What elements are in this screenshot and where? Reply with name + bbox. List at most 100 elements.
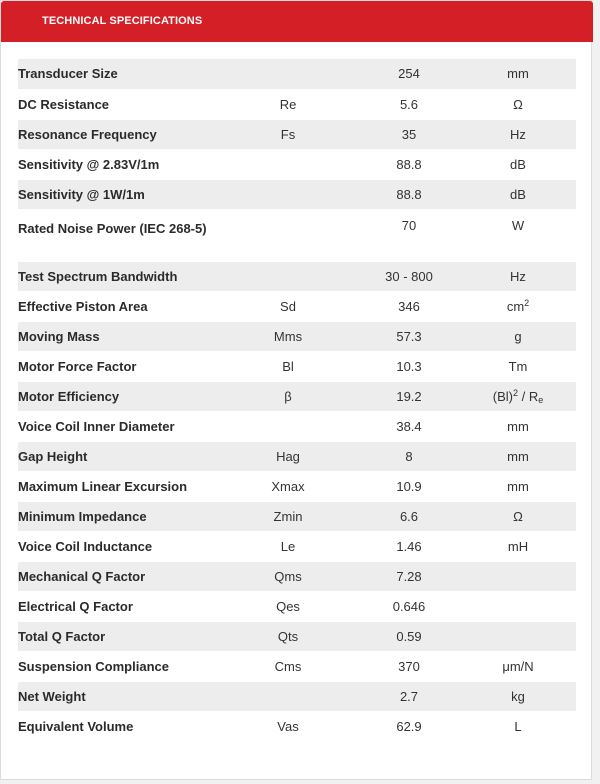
spec-value: 10.3 (358, 351, 460, 382)
spec-row: Effective Piston Area Sd 346 cm2 (18, 291, 576, 322)
spec-row: Minimum Impedance Zmin 6.6 Ω (18, 501, 576, 532)
specs-table-body: Transducer Size 254 mm DC Resistance Re 5.6 Ω R… (18, 59, 576, 742)
spec-row: Electrical Q Factor Qes 0.646 (18, 591, 576, 622)
spec-value: 1.46 (358, 531, 460, 562)
spec-name: Sensitivity @ 1W/1m (18, 179, 218, 210)
spec-name: Electrical Q Factor (18, 591, 218, 622)
spec-name: Sensitivity @ 2.83V/1m (18, 149, 218, 180)
spec-name: Maximum Linear Excursion (18, 471, 218, 502)
spec-value: 70 (358, 209, 460, 262)
spec-symbol: Bl (218, 351, 358, 382)
spec-unit: mm (460, 59, 576, 90)
spec-symbol (218, 149, 358, 180)
spec-value: 0.59 (358, 621, 460, 652)
spec-unit-text: g (514, 328, 522, 344)
spec-value: 30 - 800 (358, 261, 460, 292)
spec-unit-text: cm (506, 298, 525, 314)
spec-unit: cm2 (460, 291, 576, 322)
spec-unit: dB (460, 179, 576, 210)
spec-symbol (218, 179, 358, 210)
spec-row: Motor Force Factor Bl 10.3 Tm (18, 351, 576, 382)
spec-name: Moving Mass (18, 321, 218, 352)
spec-unit-text: mm (507, 66, 529, 82)
spec-symbol: Hag (218, 441, 358, 472)
spec-value: 370 (358, 651, 460, 682)
spec-unit-text: kg (511, 688, 525, 704)
specs-table: Transducer Size 254 mm DC Resistance Re 5.6 Ω R… (18, 59, 576, 742)
spec-unit: Ω (460, 501, 576, 532)
spec-row: Voice Coil Inductance Le 1.46 mH (18, 531, 576, 562)
spec-row: Sensitivity @ 1W/1m 88.8 dB (18, 179, 576, 210)
spec-row: Voice Coil Inner Diameter 38.4 mm (18, 411, 576, 442)
spec-value: 19.2 (358, 381, 460, 412)
spec-unit: mm (460, 441, 576, 472)
spec-symbol: Le (218, 531, 358, 562)
spec-name: Voice Coil Inner Diameter (18, 411, 218, 442)
spec-row: Gap Height Hag 8 mm (18, 441, 576, 472)
spec-unit: Hz (460, 119, 576, 150)
spec-unit: Ω (460, 89, 576, 120)
spec-unit: dB (460, 149, 576, 180)
spec-unit-subscript: e (538, 394, 544, 405)
spec-symbol (218, 261, 358, 292)
section-header: TECHNICAL SPECIFICATIONS (1, 1, 593, 42)
spec-unit: Hz (460, 261, 576, 292)
spec-unit-text: Ω (513, 508, 523, 524)
spec-name: Motor Efficiency (18, 381, 218, 412)
spec-symbol: Xmax (218, 471, 358, 502)
spec-unit-text: W (511, 217, 525, 233)
spec-unit: mH (460, 531, 576, 562)
spec-unit (460, 561, 576, 592)
spec-name: Net Weight (18, 681, 218, 712)
spec-unit: μm/N (460, 651, 576, 682)
spec-unit-text: mm (507, 418, 529, 434)
spec-row: Sensitivity @ 2.83V/1m 88.8 dB (18, 149, 576, 180)
spec-unit-text: Tm (508, 358, 528, 374)
spec-row: Mechanical Q Factor Qms 7.28 (18, 561, 576, 592)
spec-unit-text: Hz (510, 268, 526, 284)
spec-symbol: Mms (218, 321, 358, 352)
spec-row: Suspension Compliance Cms 370 μm/N (18, 651, 576, 682)
spec-value: 0.646 (358, 591, 460, 622)
spec-row: Rated Noise Power (IEC 268-5) 70 W (18, 209, 576, 262)
spec-row: DC Resistance Re 5.6 Ω (18, 89, 576, 120)
spec-unit: kg (460, 681, 576, 712)
spec-name: Test Spectrum Bandwidth (18, 261, 218, 292)
spec-value: 6.6 (358, 501, 460, 532)
spec-value: 57.3 (358, 321, 460, 352)
spec-symbol (218, 681, 358, 712)
spec-symbol: Qms (218, 561, 358, 592)
spec-unit: (Bl)2 / Re (460, 381, 576, 412)
spec-unit: g (460, 321, 576, 352)
spec-symbol (218, 59, 358, 90)
spec-symbol: Re (218, 89, 358, 120)
spec-row: Test Spectrum Bandwidth 30 - 800 Hz (18, 261, 576, 292)
spec-unit-text: μm/N (502, 658, 534, 674)
spec-unit (460, 591, 576, 622)
spec-name: Effective Piston Area (18, 291, 218, 322)
spec-value: 62.9 (358, 711, 460, 742)
spec-row: Resonance Frequency Fs 35 Hz (18, 119, 576, 150)
spec-value: 10.9 (358, 471, 460, 502)
spec-unit-text: (Bl) (492, 388, 513, 404)
spec-row: Total Q Factor Qts 0.59 (18, 621, 576, 652)
spec-symbol: Zmin (218, 501, 358, 532)
spec-name: Total Q Factor (18, 621, 218, 652)
spec-unit-text: dB (510, 186, 526, 202)
spec-row: Moving Mass Mms 57.3 g (18, 321, 576, 352)
spec-symbol: Vas (218, 711, 358, 742)
spec-unit-text: Ω (513, 96, 523, 112)
spec-row: Equivalent Volume Vas 62.9 L (18, 711, 576, 742)
spec-value: 88.8 (358, 149, 460, 180)
spec-unit-superscript: 2 (524, 297, 530, 308)
spec-value: 88.8 (358, 179, 460, 210)
spec-name: Resonance Frequency (18, 119, 218, 150)
spec-row: Motor Efficiency β 19.2 (Bl)2 / Re (18, 381, 576, 412)
spec-unit: mm (460, 471, 576, 502)
spec-unit-rest: / R (517, 388, 539, 404)
spec-value: 35 (358, 119, 460, 150)
spec-symbol (218, 209, 358, 262)
spec-unit (460, 621, 576, 652)
spec-symbol: Sd (218, 291, 358, 322)
spec-unit: Tm (460, 351, 576, 382)
